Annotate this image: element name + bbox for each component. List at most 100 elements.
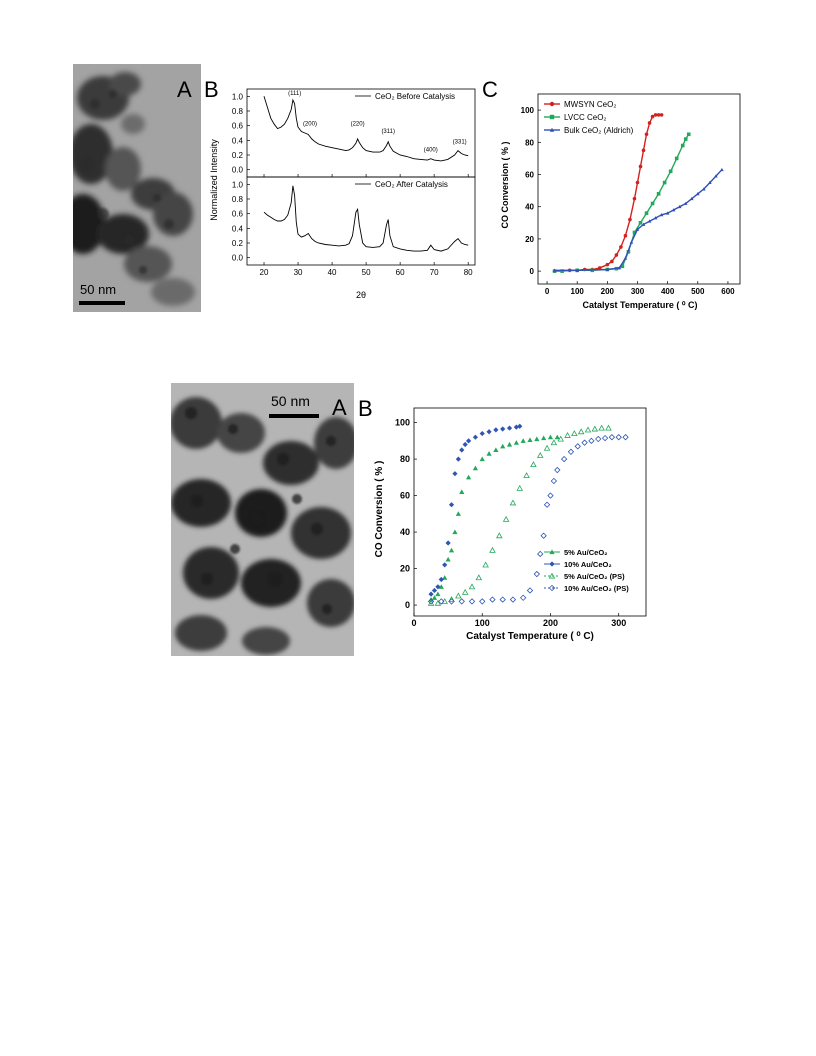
data-point	[499, 596, 506, 603]
y-tick-label: 0.2	[232, 239, 244, 248]
data-point	[533, 570, 540, 578]
data-point	[438, 598, 445, 605]
data-point	[662, 180, 667, 185]
legend-label: 10% Au/CeO₂	[564, 560, 612, 569]
y-tick-label: 0.4	[232, 136, 244, 145]
panel-label-1c: C	[482, 77, 498, 102]
x-tick-label: 100	[475, 618, 490, 628]
data-point	[516, 484, 524, 491]
c1-xlabel: Catalyst Temperature ( ⁰ C)	[583, 300, 698, 310]
data-point	[567, 448, 575, 455]
peak-annotation: (111)	[288, 91, 301, 97]
data-point	[438, 576, 444, 583]
data-point	[435, 591, 441, 597]
data-point	[431, 595, 438, 600]
data-point	[520, 594, 527, 601]
c1-ylabel: CO Conversion ( % )	[500, 141, 510, 228]
data-point	[502, 515, 510, 522]
data-point	[486, 451, 492, 456]
data-point	[635, 227, 640, 231]
data-point	[629, 240, 634, 244]
data-point	[574, 443, 581, 450]
data-point	[462, 441, 468, 448]
data-point	[714, 174, 718, 178]
data-point	[620, 264, 625, 269]
data-point	[534, 436, 540, 442]
data-point	[647, 121, 652, 125]
data-point	[547, 434, 554, 440]
data-point	[431, 587, 438, 594]
data-point	[674, 156, 679, 161]
data-point	[523, 472, 530, 478]
data-point	[683, 201, 688, 205]
data-point	[479, 456, 485, 462]
peak-annotation: (200)	[303, 122, 317, 128]
data-point	[680, 143, 685, 148]
data-point	[540, 532, 547, 539]
data-point	[442, 575, 448, 580]
y-tick-label: 60	[400, 491, 410, 501]
data-point	[708, 180, 712, 184]
data-point	[610, 259, 614, 264]
x-tick-label: 0	[545, 287, 550, 296]
data-point	[686, 132, 691, 137]
data-point	[520, 438, 526, 443]
data-point	[506, 441, 513, 447]
data-point	[435, 584, 441, 590]
data-point	[459, 489, 465, 495]
data-point	[465, 474, 472, 480]
data-point	[577, 428, 585, 435]
legend-marker	[549, 561, 555, 567]
data-point	[617, 266, 622, 270]
data-point	[638, 221, 643, 225]
data-point	[638, 164, 643, 169]
data-point	[628, 217, 632, 222]
x-tick-label: 20	[260, 268, 269, 277]
data-point	[623, 233, 628, 238]
x-tick-label: 30	[294, 268, 303, 277]
data-point	[500, 426, 506, 432]
x-tick-label: 70	[430, 268, 439, 277]
data-point	[486, 429, 492, 435]
data-point	[448, 596, 455, 603]
data-point	[653, 216, 658, 220]
xrd-series-line	[263, 185, 469, 252]
panel-label-2a: A	[332, 395, 347, 420]
data-point	[543, 444, 551, 451]
data-point	[489, 596, 496, 603]
data-point	[641, 222, 646, 226]
xrd-xlabel: 2θ	[356, 290, 366, 300]
data-point	[608, 434, 616, 441]
data-point	[448, 598, 455, 605]
y-tick-label: 100	[521, 106, 535, 115]
data-point	[427, 598, 435, 605]
x-tick-label: 300	[611, 618, 626, 628]
scale-bar-label: 50 nm	[80, 282, 117, 297]
legend-label: 5% Au/CeO₂ (PS)	[564, 572, 625, 581]
data-point	[442, 562, 448, 568]
data-point	[644, 132, 649, 137]
data-point	[619, 245, 623, 249]
data-point	[475, 574, 483, 581]
x-tick-label: 400	[661, 287, 675, 296]
data-point	[448, 502, 455, 508]
y-tick-label: 0.8	[232, 195, 244, 204]
data-point	[468, 598, 476, 605]
plot-frame	[537, 93, 741, 285]
data-point	[614, 253, 619, 257]
series-line	[554, 133, 690, 272]
data-point	[560, 269, 564, 273]
data-point	[459, 447, 465, 453]
y-tick-label: 100	[395, 418, 410, 428]
series-line	[554, 169, 723, 272]
data-point	[702, 187, 706, 191]
data-point	[668, 169, 673, 174]
data-point	[496, 532, 503, 539]
x-tick-label: 100	[571, 287, 585, 296]
data-point	[455, 592, 462, 599]
data-point	[665, 211, 670, 215]
y-tick-label: 0.6	[232, 122, 244, 131]
data-point	[543, 501, 551, 508]
data-point	[720, 167, 724, 172]
legend-label: LVCC CeO₂	[564, 113, 607, 122]
